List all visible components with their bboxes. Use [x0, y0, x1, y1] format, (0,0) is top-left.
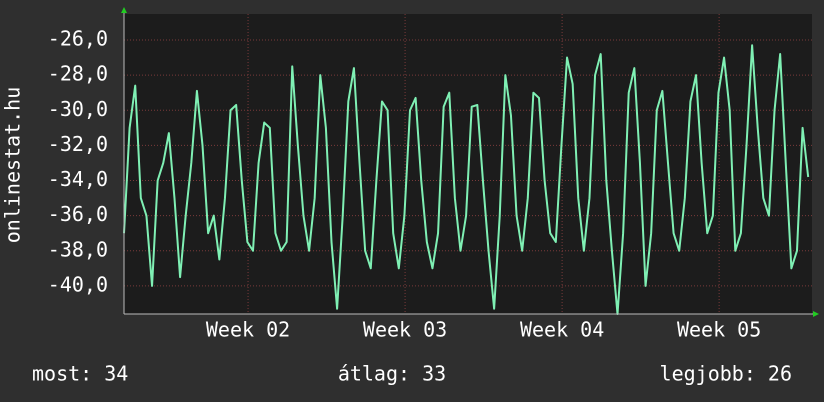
x-tick-label: Week 04 [520, 318, 604, 342]
y-tick-label: -32,0 [48, 132, 108, 156]
x-tick-label: Week 05 [677, 318, 761, 342]
y-axis-label: onlinestat.hu [1, 87, 25, 244]
y-tick-label: -38,0 [48, 237, 108, 261]
y-tick-label: -28,0 [48, 62, 108, 86]
plot [123, 44, 810, 315]
stat-current: most: 34 [32, 362, 128, 386]
axis-arrow [813, 311, 819, 317]
y-tick-label: -30,0 [48, 97, 108, 121]
y-tick-label: -26,0 [48, 26, 108, 50]
axis-arrow [121, 7, 127, 13]
stat-best: legjobb: 26 [660, 362, 792, 386]
x-tick-label: Week 03 [363, 318, 447, 342]
y-tick-label: -40,0 [48, 272, 108, 296]
y-tick-label: -34,0 [48, 167, 108, 191]
x-tick-label: Week 02 [206, 318, 290, 342]
stat-average: átlag: 33 [338, 362, 446, 386]
y-tick-label: -36,0 [48, 202, 108, 226]
data-line [123, 44, 810, 315]
